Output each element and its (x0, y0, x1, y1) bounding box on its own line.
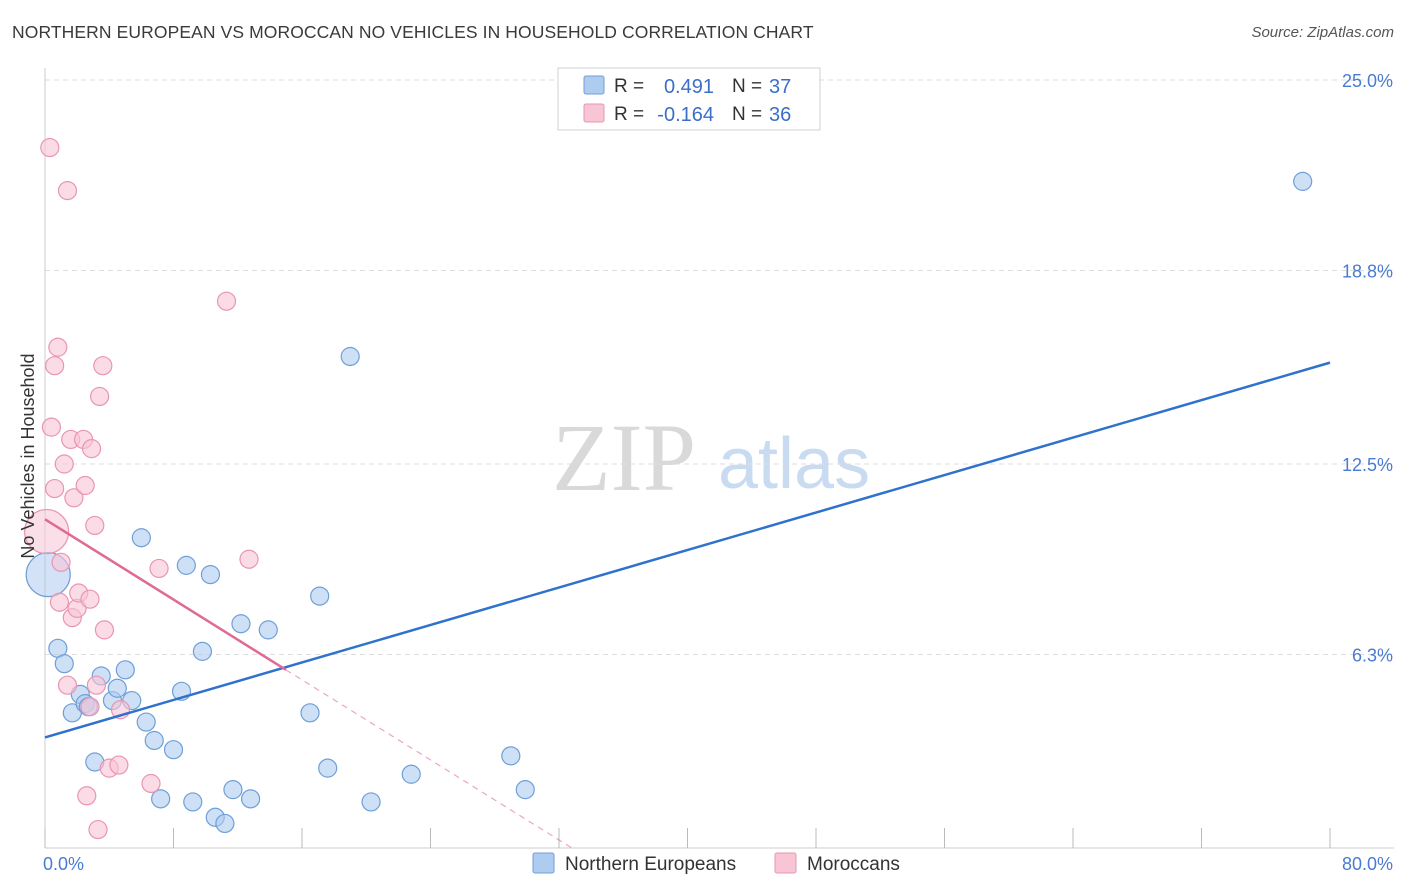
point-pink (51, 552, 71, 572)
legend-swatch-pink (583, 103, 605, 123)
point-pink (77, 786, 97, 806)
y-tick-label: 12.5% (1342, 455, 1393, 475)
trend-extension-pink (285, 669, 573, 849)
point-pink (57, 180, 78, 201)
point-blue (163, 740, 184, 760)
watermark-zip: ZIP (552, 404, 696, 511)
legend-r-value-2: -0.164 (657, 104, 714, 126)
point-pink (40, 137, 60, 158)
point-blue (223, 780, 243, 800)
point-blue (501, 746, 521, 766)
x-tick-label-min: 0.0% (43, 854, 84, 874)
point-pink (54, 454, 74, 474)
source-label: Source: ZipAtlas.com (1251, 24, 1394, 41)
point-pink (239, 549, 259, 569)
point-blue (192, 641, 213, 661)
legend-r-label-2: R = (614, 104, 644, 125)
legend-swatch-blue (583, 75, 605, 95)
point-pink (80, 697, 100, 717)
point-pink (109, 755, 129, 775)
y-tick-label: 18.8% (1342, 261, 1393, 281)
point-pink (93, 356, 113, 376)
axis-layer: 6.3% 12.5% 18.8% 25.0% 0.0% 80.0% (43, 68, 1394, 874)
point-blue (183, 792, 203, 812)
point-blue (231, 614, 251, 634)
point-pink (41, 417, 62, 437)
point-pink (94, 620, 115, 640)
point-pink (86, 675, 107, 695)
point-pink (80, 589, 100, 609)
legend-bottom: Northern Europeans Moroccans (532, 852, 900, 875)
y-tick-label: 6.3% (1352, 645, 1393, 665)
y-axis-title: No Vehicles in Household (18, 353, 38, 558)
legend-bottom-swatch-pink (774, 852, 797, 874)
legend-bottom-label-moroccans: Moroccans (807, 854, 900, 875)
point-blue (300, 703, 320, 723)
point-blue (215, 813, 235, 834)
legend-r-label-1: R = (614, 76, 644, 97)
legend-n-label-2: N = (732, 104, 762, 125)
point-pink (81, 439, 102, 459)
x-tick-label-max: 80.0% (1342, 854, 1393, 874)
point-pink (45, 478, 65, 499)
point-blue (176, 555, 196, 575)
chart-title: NORTHERN EUROPEAN VS MOROCCAN NO VEHICLE… (12, 22, 814, 42)
point-blue (136, 712, 156, 732)
point-pink (24, 508, 70, 555)
point-pink (88, 819, 108, 840)
point-pink (48, 337, 68, 357)
point-blue (310, 586, 330, 606)
point-pink (75, 475, 95, 496)
legend-r-value-1: 0.491 (664, 76, 714, 98)
y-tick-label: 25.0% (1342, 71, 1393, 91)
legend-bottom-swatch-blue (532, 852, 555, 874)
trend-extension-layer (285, 669, 573, 849)
point-pink (85, 515, 105, 536)
point-blue (1293, 171, 1313, 191)
point-pink (149, 558, 169, 579)
trend-layer (44, 361, 1331, 739)
point-pink (57, 675, 78, 695)
point-pink (141, 773, 161, 794)
legend-bottom-label-northern-europeans: Northern Europeans (565, 854, 736, 875)
point-blue (200, 564, 221, 585)
legend-n-label-1: N = (732, 76, 762, 97)
point-pink (49, 592, 70, 612)
point-blue (131, 528, 151, 548)
point-blue (515, 780, 535, 800)
point-blue (241, 789, 261, 809)
point-pink (216, 291, 237, 311)
point-blue (107, 678, 127, 698)
point-blue (144, 730, 164, 751)
legend-n-value-1: 37 (769, 76, 791, 98)
point-pink (64, 488, 84, 508)
point-blue (318, 758, 338, 778)
points-layer (24, 137, 1313, 840)
trend-line-pink (44, 518, 287, 671)
legend-n-value-2: 36 (769, 104, 791, 126)
legend-top: R = 0.491 N = 37 R = -0.164 N = 36 (557, 67, 821, 131)
point-pink (45, 356, 65, 376)
trend-line-blue (44, 361, 1331, 739)
point-blue (401, 764, 421, 784)
point-blue (151, 789, 171, 809)
point-blue (361, 792, 381, 812)
point-blue (340, 346, 360, 367)
point-blue (258, 620, 278, 640)
point-blue (54, 654, 74, 674)
point-pink (90, 386, 110, 407)
point-blue (115, 660, 135, 680)
